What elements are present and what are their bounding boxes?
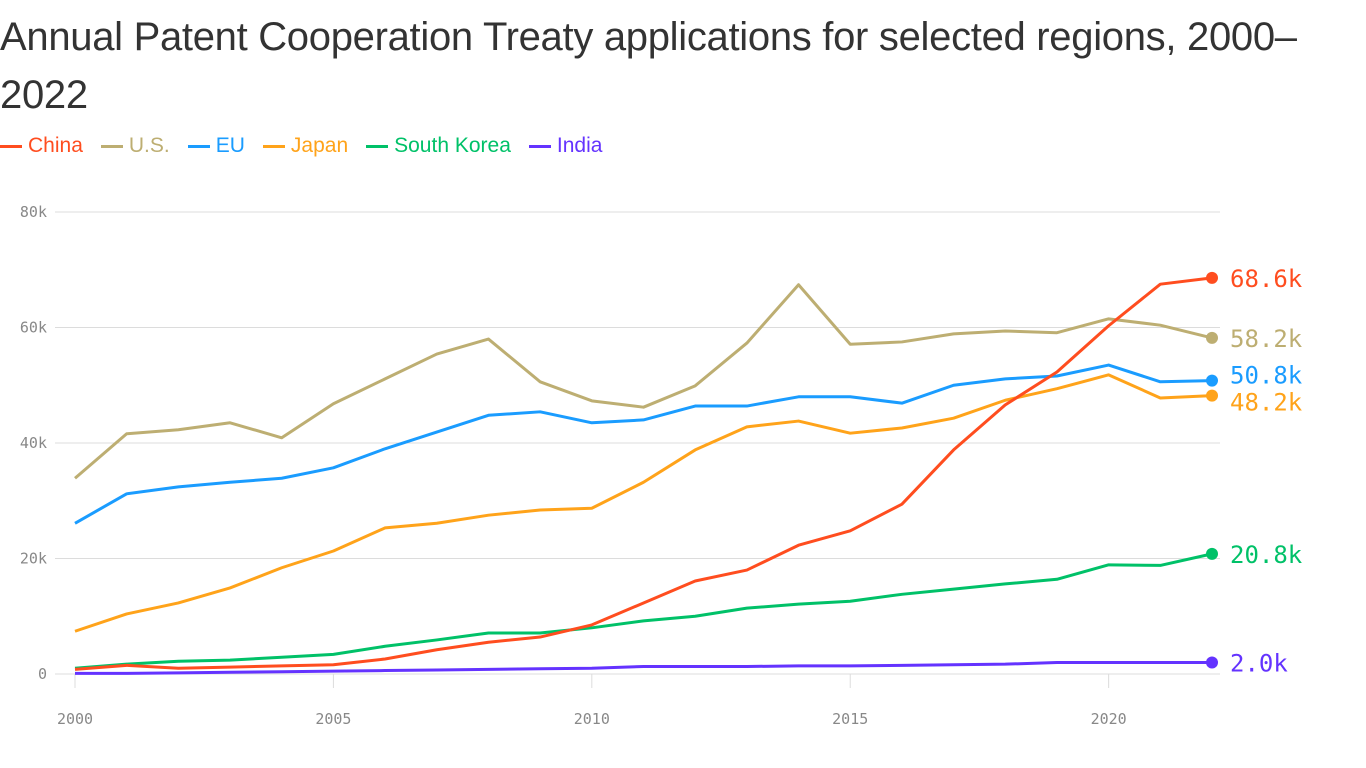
- legend-label: China: [28, 134, 83, 157]
- legend-item: Japan: [262, 134, 349, 158]
- end-value-label: 2.0k: [1230, 649, 1288, 677]
- end-value-label: 58.2k: [1230, 325, 1303, 353]
- legend-label: U.S.: [128, 134, 170, 157]
- end-value-label: 48.2k: [1230, 389, 1303, 417]
- legend-label: EU: [215, 134, 245, 157]
- legend-item: U.S.: [100, 134, 170, 158]
- x-tick-label: 2020: [1091, 710, 1127, 728]
- series-line-china: [74, 276, 1213, 671]
- x-tick-label: 2015: [832, 710, 868, 728]
- end-point: [1206, 547, 1218, 560]
- legend-item: EU: [187, 134, 245, 158]
- chart-title: Annual Patent Cooperation Treaty applica…: [0, 15, 1297, 117]
- end-point: [1206, 389, 1218, 402]
- y-tick-label: 60k: [20, 319, 47, 337]
- series-line-india: [75, 660, 1212, 675]
- x-tick-label: 2000: [57, 710, 93, 728]
- series-line-u-s-: [74, 283, 1213, 480]
- legend-swatch: [0, 144, 22, 148]
- legend-swatch: [262, 144, 285, 148]
- legend-label: Japan: [290, 134, 349, 157]
- y-tick-label: 0: [38, 665, 47, 683]
- series-line-eu: [74, 363, 1213, 525]
- end-value-label: 50.8k: [1230, 362, 1303, 390]
- end-point: [1206, 656, 1218, 669]
- end-point: [1206, 331, 1218, 344]
- x-tick-label: 2010: [574, 710, 610, 728]
- legend-swatch: [528, 144, 551, 148]
- legend-label: South Korea: [394, 134, 511, 157]
- series-line-japan: [74, 373, 1213, 633]
- end-value-label: 68.6k: [1230, 265, 1303, 293]
- legend-swatch: [100, 144, 123, 148]
- end-point: [1206, 374, 1218, 387]
- legend-swatch: [366, 144, 389, 148]
- legend-item: China: [0, 134, 83, 158]
- legend: China U.S. EU Japan South Korea India: [0, 134, 602, 158]
- y-tick-label: 20k: [20, 550, 47, 568]
- x-tick-label: 2005: [315, 710, 351, 728]
- legend-item: India: [528, 134, 603, 158]
- series-line-south-korea: [74, 552, 1213, 670]
- legend-item: South Korea: [366, 134, 511, 158]
- end-point: [1206, 271, 1218, 284]
- legend-swatch: [187, 144, 210, 148]
- end-value-label: 20.8k: [1230, 541, 1303, 569]
- legend-label: India: [556, 134, 603, 157]
- y-tick-label: 40k: [20, 434, 47, 452]
- y-tick-label: 80k: [20, 203, 47, 221]
